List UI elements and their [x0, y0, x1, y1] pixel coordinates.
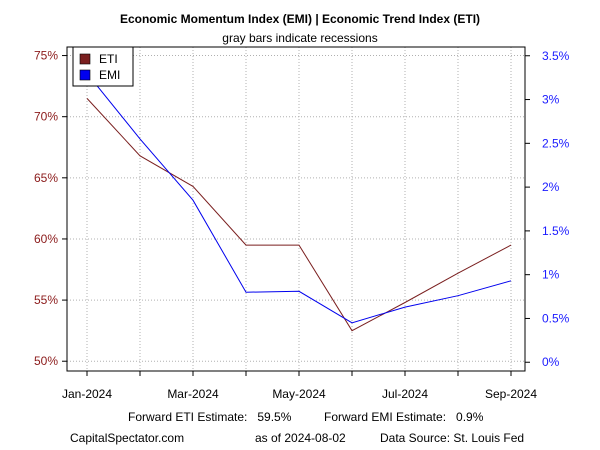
right-tick-label: 1%	[542, 268, 560, 282]
x-tick-label: Mar-2024	[167, 387, 219, 401]
series-line-emi	[86, 72, 512, 324]
legend-label-emi: EMI	[99, 68, 120, 82]
left-tick-label: 70%	[34, 110, 58, 124]
right-tick-label: 3.5%	[542, 49, 570, 63]
grid	[67, 47, 525, 371]
legend-swatch-emi	[79, 69, 91, 81]
chart-title: Economic Momentum Index (EMI) | Economic…	[120, 12, 480, 26]
x-tick-label: Jan-2024	[62, 387, 112, 401]
right-tick-label: 1.5%	[542, 224, 570, 238]
series-line-eti	[86, 98, 512, 332]
left-axis: 50% 55% 60% 65% 70% 75%	[34, 49, 67, 368]
x-tick-label: Sep-2024	[485, 387, 537, 401]
legend: ETI EMI	[72, 46, 134, 87]
x-axis: Jan-2024 Mar-2024 May-2024 Jul-2024 Sep-2024	[62, 371, 537, 401]
series-group	[86, 72, 512, 332]
right-tick-label: 3%	[542, 93, 560, 107]
source-site: CapitalSpectator.com	[70, 431, 184, 445]
left-tick-label: 55%	[34, 293, 58, 307]
x-tick-label: May-2024	[272, 387, 326, 401]
right-tick-label: 2%	[542, 180, 560, 194]
data-source: Data Source: St. Louis Fed	[380, 431, 524, 445]
right-axis: 0% 0.5% 1% 1.5% 2% 2.5% 3% 3.5%	[525, 49, 570, 369]
plot-frame	[66, 46, 526, 372]
legend-swatch-eti	[79, 53, 91, 65]
x-tick-label: Jul-2024	[382, 387, 428, 401]
left-tick-label: 65%	[34, 171, 58, 185]
legend-label-eti: ETI	[99, 52, 118, 66]
forward-eti-estimate: Forward ETI Estimate: 59.5%	[128, 410, 292, 424]
chart-subtitle: gray bars indicate recessions	[222, 31, 377, 45]
right-tick-label: 0.5%	[542, 311, 570, 325]
as-of-date: as of 2024-08-02	[255, 431, 346, 445]
right-tick-label: 2.5%	[542, 136, 570, 150]
left-tick-label: 60%	[34, 232, 58, 246]
left-tick-label: 75%	[34, 49, 58, 63]
right-tick-label: 0%	[542, 355, 560, 369]
left-tick-label: 50%	[34, 354, 58, 368]
forward-emi-estimate: Forward EMI Estimate: 0.9%	[324, 410, 484, 424]
